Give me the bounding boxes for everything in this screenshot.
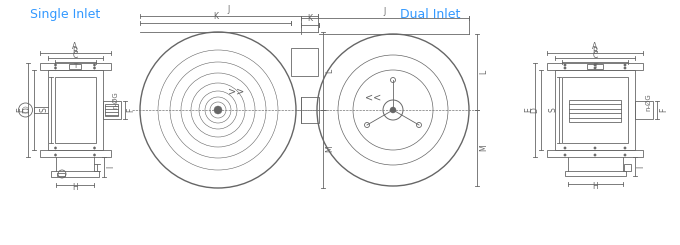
Circle shape: [624, 67, 626, 69]
Bar: [103, 101, 120, 119]
Text: H: H: [72, 183, 78, 192]
Circle shape: [214, 106, 222, 114]
Bar: [51, 171, 99, 177]
Text: D: D: [22, 107, 31, 113]
Circle shape: [54, 154, 56, 156]
Circle shape: [624, 154, 626, 156]
Bar: [547, 150, 643, 157]
Circle shape: [416, 122, 422, 127]
Bar: [291, 48, 318, 76]
Text: S: S: [39, 108, 48, 112]
Text: A: A: [72, 42, 78, 51]
Bar: [105, 104, 118, 116]
Circle shape: [594, 64, 596, 66]
Bar: [48, 70, 103, 150]
Circle shape: [390, 77, 396, 83]
Circle shape: [93, 147, 96, 149]
Bar: [301, 97, 319, 123]
Circle shape: [54, 147, 56, 149]
Circle shape: [93, 64, 96, 66]
Text: B: B: [592, 47, 598, 56]
Bar: [547, 63, 643, 70]
Text: L: L: [479, 70, 488, 74]
Bar: [569, 100, 621, 122]
Circle shape: [564, 154, 566, 156]
Text: I: I: [636, 165, 645, 168]
Bar: [69, 64, 81, 69]
Circle shape: [594, 147, 596, 149]
Text: M: M: [479, 145, 488, 151]
Text: J: J: [228, 5, 230, 14]
Bar: [57, 173, 65, 176]
Text: K: K: [307, 14, 313, 23]
Circle shape: [564, 147, 566, 149]
Bar: [564, 171, 626, 176]
Bar: [635, 101, 653, 119]
Text: E: E: [524, 108, 533, 112]
Circle shape: [54, 67, 56, 69]
Text: H: H: [592, 182, 598, 191]
Text: B: B: [73, 47, 78, 56]
Text: Single Inlet: Single Inlet: [30, 8, 100, 21]
Text: I: I: [106, 166, 115, 168]
Text: Dual Inlet: Dual Inlet: [400, 8, 460, 21]
Text: F: F: [126, 108, 135, 112]
Circle shape: [624, 64, 626, 66]
Circle shape: [564, 67, 566, 69]
Text: A: A: [592, 42, 598, 51]
Circle shape: [594, 67, 596, 69]
Bar: [562, 77, 628, 143]
Circle shape: [54, 64, 56, 66]
Text: C: C: [72, 51, 78, 60]
Text: T: T: [593, 63, 597, 70]
Bar: [39, 63, 110, 70]
Bar: [624, 164, 630, 171]
Text: D: D: [530, 107, 539, 113]
Circle shape: [390, 107, 396, 113]
Circle shape: [624, 147, 626, 149]
Bar: [39, 150, 110, 157]
Circle shape: [364, 122, 369, 127]
Text: T: T: [73, 63, 77, 70]
Text: n-ØG: n-ØG: [112, 91, 118, 109]
Text: <<: <<: [365, 93, 381, 103]
Text: >>: >>: [228, 87, 244, 97]
Text: S: S: [548, 108, 557, 112]
Circle shape: [594, 154, 596, 156]
Bar: [54, 77, 95, 143]
Circle shape: [564, 64, 566, 66]
Bar: [555, 70, 635, 150]
Text: K: K: [213, 12, 218, 21]
Text: n-ØG: n-ØG: [645, 93, 651, 111]
Text: L: L: [325, 69, 334, 73]
Text: M: M: [325, 146, 334, 152]
Circle shape: [93, 67, 96, 69]
Bar: [587, 64, 603, 69]
Text: C: C: [592, 51, 598, 60]
Text: E: E: [16, 108, 26, 112]
Text: J: J: [384, 7, 386, 16]
Text: F: F: [659, 108, 668, 112]
Circle shape: [93, 154, 96, 156]
